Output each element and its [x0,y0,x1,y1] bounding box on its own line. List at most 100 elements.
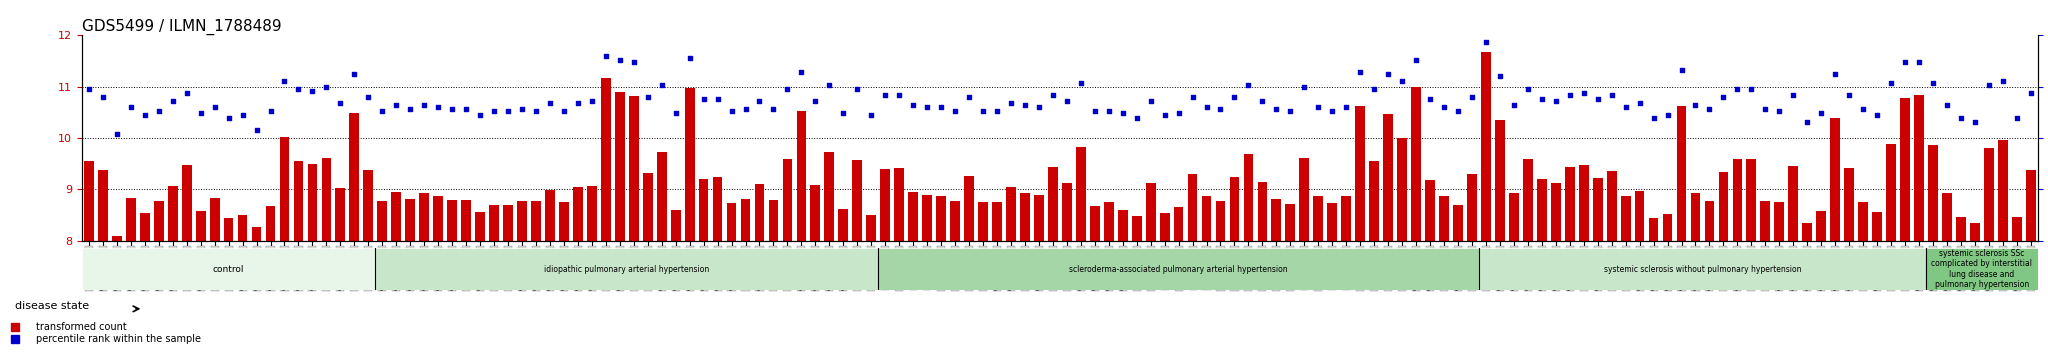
Bar [1454,205,1462,241]
Bar [252,227,262,241]
Point [813,82,846,87]
Bar [1774,202,1784,241]
Point [1456,94,1489,100]
Bar [1956,217,1966,241]
Point [143,109,176,114]
Bar [629,97,639,241]
Bar [727,203,737,241]
Bar [754,184,764,241]
Text: idiopathic pulmonary arterial hypertension: idiopathic pulmonary arterial hypertensi… [545,264,709,274]
Point [616,59,649,65]
Bar [907,192,918,241]
Bar [713,177,723,241]
FancyBboxPatch shape [375,248,879,290]
Point [1833,92,1866,98]
Point [1903,59,1935,65]
Bar [895,168,903,241]
Bar [1677,106,1686,241]
Point [1051,98,1083,104]
Point [463,113,496,118]
Bar [1733,159,1743,241]
Text: GDS5499 / ILMN_1788489: GDS5499 / ILMN_1788489 [82,19,281,35]
Point [1862,113,1894,118]
Point [283,86,315,92]
Bar [1817,211,1827,241]
Point [1778,92,1810,98]
Point [1567,90,1599,96]
Bar [1620,196,1630,241]
Bar [293,161,303,241]
Bar [1382,114,1393,241]
Point [1303,104,1335,110]
Bar [643,173,653,241]
Bar [866,215,877,241]
Bar [1202,196,1212,241]
Bar [98,170,109,241]
Bar [1466,174,1477,241]
Point [926,104,958,110]
Point [1483,74,1516,79]
Text: percentile rank within the sample: percentile rank within the sample [37,334,201,344]
Bar [1579,165,1589,241]
Bar [1397,138,1407,241]
Bar [1901,98,1911,241]
Point [1317,109,1350,114]
Bar [377,201,387,241]
Bar [1718,172,1729,241]
Point [297,88,330,94]
Bar [614,92,625,241]
Bar [168,186,178,241]
Point [1260,107,1292,112]
Point [1944,115,1976,120]
Bar [461,200,471,241]
Point [1552,92,1585,98]
Bar [545,190,555,241]
Point [1413,96,1446,102]
Point [1610,104,1642,110]
Point [631,94,664,100]
Bar [1858,202,1868,241]
Bar [741,199,750,241]
Point [1526,96,1559,102]
Bar [281,137,289,241]
Bar [1217,201,1225,241]
Bar [1634,191,1645,241]
Point [1329,104,1362,110]
Bar [1159,213,1169,241]
Bar [1536,179,1546,241]
Point [1358,86,1391,92]
Bar [266,206,274,241]
Bar [991,202,1001,241]
FancyBboxPatch shape [1479,248,1925,290]
Point [784,69,817,75]
Point [1022,104,1055,110]
Bar [434,196,442,241]
Point [477,109,510,114]
Point [1399,57,1432,63]
Point [1343,69,1376,75]
Bar [1425,180,1436,241]
Bar [1229,177,1239,241]
Point [1917,80,1950,85]
Bar [1272,199,1282,241]
Bar [1188,174,1198,241]
Bar [1872,212,1882,241]
Text: control: control [213,264,244,274]
Point [520,109,553,114]
Bar [1356,106,1366,241]
Point [967,109,999,114]
Point [367,109,399,114]
Bar [881,169,891,241]
Bar [489,205,500,241]
Bar [1104,202,1114,241]
Bar [768,200,778,241]
Bar [950,201,961,241]
Bar [362,170,373,241]
Point [561,100,594,106]
Bar [1802,223,1812,241]
Point [1581,96,1614,102]
Point [1190,104,1223,110]
Point [2001,115,2034,120]
Point [897,102,930,108]
Point [170,90,203,96]
